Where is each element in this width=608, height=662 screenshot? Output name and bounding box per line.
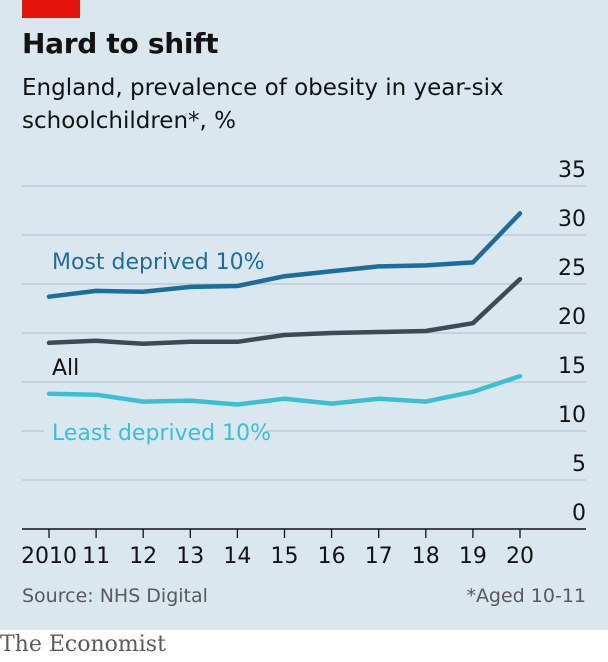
y-tick-label: 20 <box>558 305 586 330</box>
y-tick-label: 5 <box>572 452 586 477</box>
x-tick-label: 19 <box>459 544 487 569</box>
series-label-most-deprived: Most deprived 10% <box>52 250 265 275</box>
y-tick-label: 30 <box>558 207 586 232</box>
source-note: Source: NHS Digital <box>22 585 208 607</box>
x-tick-label: 18 <box>412 544 440 569</box>
series-lines <box>46 211 523 407</box>
footnote: *Aged 10-11 <box>466 585 586 607</box>
x-tick-label: 15 <box>271 544 299 569</box>
y-tick-label: 10 <box>558 403 586 428</box>
x-tick-label: 13 <box>176 544 204 569</box>
x-tick-label: 16 <box>318 544 346 569</box>
chart-title: Hard to shift <box>22 27 219 60</box>
x-axis: 2010 11 12 13 14 15 16 17 18 19 20 <box>21 528 586 569</box>
chart-subtitle: England, prevalence of obesity in year-s… <box>22 75 504 134</box>
series-line-most-deprived-10 <box>46 211 523 299</box>
brand-red-tag <box>22 0 80 18</box>
y-tick-label: 25 <box>558 256 586 281</box>
y-tick-label: 0 <box>572 501 586 526</box>
x-tick-label: 12 <box>129 544 157 569</box>
y-tick-labels: 0 5 10 15 20 25 30 35 <box>558 158 586 526</box>
x-tick-label: 17 <box>365 544 393 569</box>
x-tick-label: 20 <box>506 544 534 569</box>
least-deprived-label-backdrop <box>44 418 266 448</box>
x-tick-label: 2010 <box>21 544 77 569</box>
series-label-all: All <box>52 356 79 381</box>
y-tick-label: 35 <box>558 158 586 183</box>
series-line-least-deprived-10 <box>46 373 523 407</box>
chart-panel <box>0 0 608 630</box>
y-tick-label: 15 <box>558 354 586 379</box>
x-tick-label: 11 <box>82 544 110 569</box>
publisher-brand: The Economist <box>0 632 166 657</box>
series-line-all <box>46 276 523 347</box>
series-label-least-deprived: Least deprived 10% <box>52 421 271 446</box>
x-tick-label: 14 <box>223 544 251 569</box>
